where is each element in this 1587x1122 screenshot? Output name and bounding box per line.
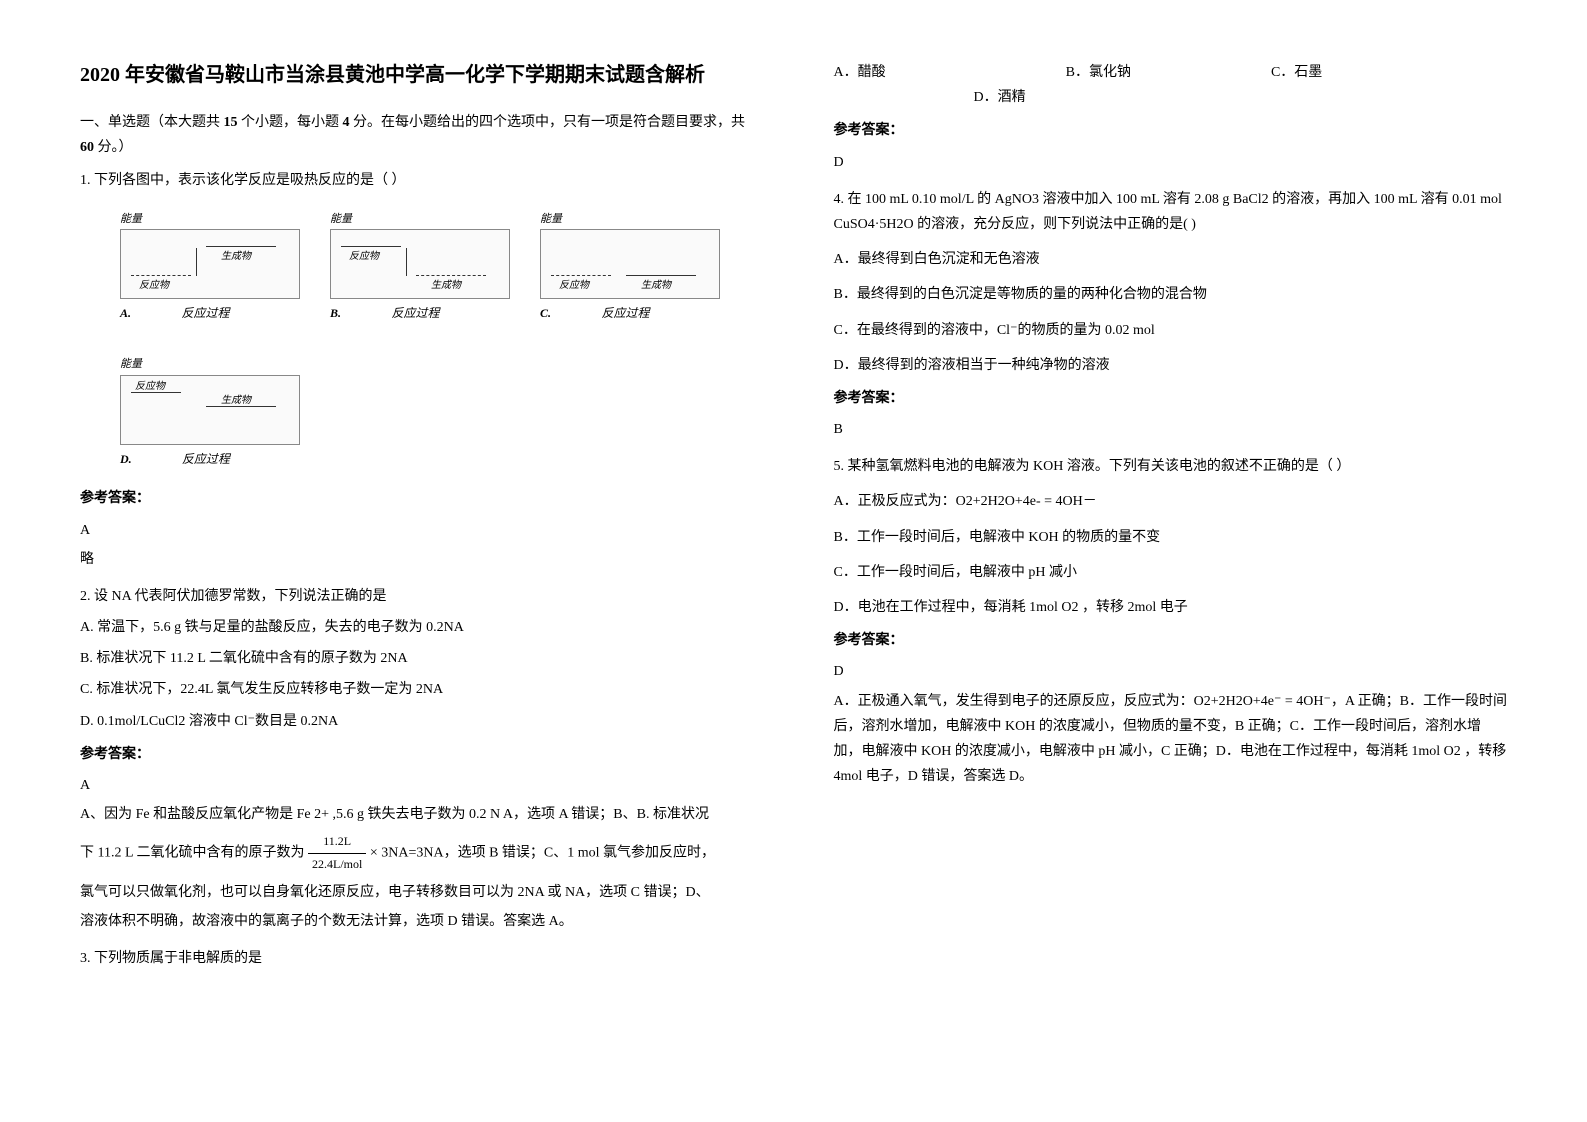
question-4: 4. 在 100 mL 0.10 mol/L 的 AgNO3 溶液中加入 100… [834, 187, 1508, 443]
q4-optB: B．最终得到的白色沉淀是等物质的量的两种化合物的混合物 [834, 282, 1508, 307]
q3-optC: C．石墨 [1271, 60, 1322, 85]
question-3-options: A．醋酸 B．氯化钠 C．石墨 D．酒精 参考答案： D [834, 60, 1508, 175]
page-title: 2020 年安徽省马鞍山市当涂县黄池中学高一化学下学期期末试题含解析 [80, 60, 754, 90]
product-d: 生成物 [221, 392, 251, 410]
ylabel-d: 能量 [120, 355, 300, 375]
q4-optD: D．最终得到的溶液相当于一种纯净物的溶液 [834, 353, 1508, 378]
reactant-d: 反应物 [135, 378, 165, 396]
right-column: A．醋酸 B．氯化钠 C．石墨 D．酒精 参考答案： D 4. 在 100 mL… [834, 60, 1508, 1062]
letter-d: D. [120, 449, 132, 471]
q2-explain-p1: A、因为 Fe 和盐酸反应氧化产物是 Fe 2+ ,5.6 g 铁失去电子数为 … [80, 802, 754, 827]
q1-answer: A [80, 518, 754, 543]
diagram-d: 能量 反应物 生成物 D. 反应过程 [120, 355, 300, 470]
q5-text: 5. 某种氢氧燃料电池的电解液为 KOH 溶液。下列有关该电池的叙述不正确的是（… [834, 454, 1508, 479]
reactant-a: 反应物 [139, 277, 169, 295]
product-b: 生成物 [431, 277, 461, 295]
q5-answer: D [834, 659, 1508, 684]
q4-optC: C．在最终得到的溶液中，Cl⁻的物质的量为 0.02 mol [834, 318, 1508, 343]
question-3-stem: 3. 下列物质属于非电解质的是 [80, 946, 754, 971]
q2-explain-p3: 氯气可以只做氧化剂，也可以自身氧化还原反应，电子转移数目可以为 2NA 或 NA… [80, 880, 754, 905]
question-5: 5. 某种氢氧燃料电池的电解液为 KOH 溶液。下列有关该电池的叙述不正确的是（… [834, 454, 1508, 789]
fraction: 11.2L 22.4L/mol [308, 831, 366, 875]
diagram-c: 能量 反应物 生成物 C. 反应过程 [540, 210, 720, 325]
q2-explain-p2-prefix: 下 11.2 L 二氧化硫中含有的原子数为 [80, 846, 305, 861]
q1-answer-label: 参考答案： [80, 486, 754, 511]
xlabel-d: 反应过程 [182, 449, 230, 471]
q4-text: 4. 在 100 mL 0.10 mol/L 的 AgNO3 溶液中加入 100… [834, 187, 1508, 237]
energy-diagrams: 能量 反应物 生成物 A. 反应过程 能量 [120, 210, 754, 471]
q2-text: 2. 设 NA 代表阿伏加德罗常数，下列说法正确的是 [80, 584, 754, 609]
q1-explain: 略 [80, 547, 754, 572]
q5-answer-label: 参考答案： [834, 628, 1508, 653]
xlabel-c: 反应过程 [602, 303, 650, 325]
left-column: 2020 年安徽省马鞍山市当涂县黄池中学高一化学下学期期末试题含解析 一、单选题… [80, 60, 754, 1062]
q5-optB: B．工作一段时间后，电解液中 KOH 的物质的量不变 [834, 525, 1508, 550]
q2-answer: A [80, 773, 754, 798]
q3-optA: A．醋酸 [834, 60, 886, 85]
q2-optD: D. 0.1mol/LCuCl2 溶液中 Cl⁻数目是 0.2NA [80, 709, 754, 734]
xlabel-b: 反应过程 [392, 303, 440, 325]
ylabel-a: 能量 [120, 210, 300, 230]
frac-num: 11.2L [308, 831, 366, 854]
q3-answer: D [834, 150, 1508, 175]
letter-c: C. [540, 303, 551, 325]
q4-answer: B [834, 417, 1508, 442]
q2-optC: C. 标准状况下，22.4L 氯气发生反应转移电子数一定为 2NA [80, 677, 754, 702]
q5-optA: A．正极反应式为：O2+2H2O+4e- = 4OH－ [834, 489, 1508, 514]
q3-optB: B．氯化钠 [1066, 60, 1131, 85]
diagram-b: 能量 反应物 生成物 B. 反应过程 [330, 210, 510, 325]
xlabel-a: 反应过程 [182, 303, 230, 325]
q5-optD: D．电池在工作过程中，每消耗 1mol O2 ，转移 2mol 电子 [834, 595, 1508, 620]
question-1: 1. 下列各图中，表示该化学反应是吸热反应的是（ ） 能量 反应物 生成物 A.… [80, 168, 754, 572]
q2-optB: B. 标准状况下 11.2 L 二氧化硫中含有的原子数为 2NA [80, 646, 754, 671]
product-a: 生成物 [221, 248, 251, 266]
q3-optD: D．酒精 [974, 85, 1026, 110]
q4-optA: A．最终得到白色沉淀和无色溶液 [834, 247, 1508, 272]
ylabel-b: 能量 [330, 210, 510, 230]
q2-explain-p4: 溶液体积不明确，故溶液中的氯离子的个数无法计算，选项 D 错误。答案选 A。 [80, 909, 754, 934]
frac-den: 22.4L/mol [308, 854, 366, 876]
reactant-b: 反应物 [349, 248, 379, 266]
section-heading: 一、单选题（本大题共 15 个小题，每小题 4 分。在每小题给出的四个选项中，只… [80, 110, 754, 160]
q2-answer-label: 参考答案： [80, 742, 754, 767]
product-c: 生成物 [641, 277, 671, 295]
q2-explain-p2-suffix: × 3NA=3NA，选项 B 错误；C、1 mol 氯气参加反应时， [370, 846, 715, 861]
letter-b: B. [330, 303, 341, 325]
letter-a: A. [120, 303, 131, 325]
q5-explain: A．正极通入氧气，发生得到电子的还原反应，反应式为：O2+2H2O+4e⁻ = … [834, 689, 1508, 790]
q2-explain-p2: 下 11.2 L 二氧化硫中含有的原子数为 11.2L 22.4L/mol × … [80, 831, 754, 875]
diagram-a: 能量 反应物 生成物 A. 反应过程 [120, 210, 300, 325]
reactant-c: 反应物 [559, 277, 589, 295]
q1-text: 1. 下列各图中，表示该化学反应是吸热反应的是（ ） [80, 168, 754, 193]
q5-optC: C．工作一段时间后，电解液中 pH 减小 [834, 560, 1508, 585]
q2-optA: A. 常温下，5.6 g 铁与足量的盐酸反应，失去的电子数为 0.2NA [80, 615, 754, 640]
ylabel-c: 能量 [540, 210, 720, 230]
q3-text: 3. 下列物质属于非电解质的是 [80, 946, 754, 971]
q3-answer-label: 参考答案： [834, 118, 1508, 143]
q4-answer-label: 参考答案： [834, 386, 1508, 411]
question-2: 2. 设 NA 代表阿伏加德罗常数，下列说法正确的是 A. 常温下，5.6 g … [80, 584, 754, 934]
